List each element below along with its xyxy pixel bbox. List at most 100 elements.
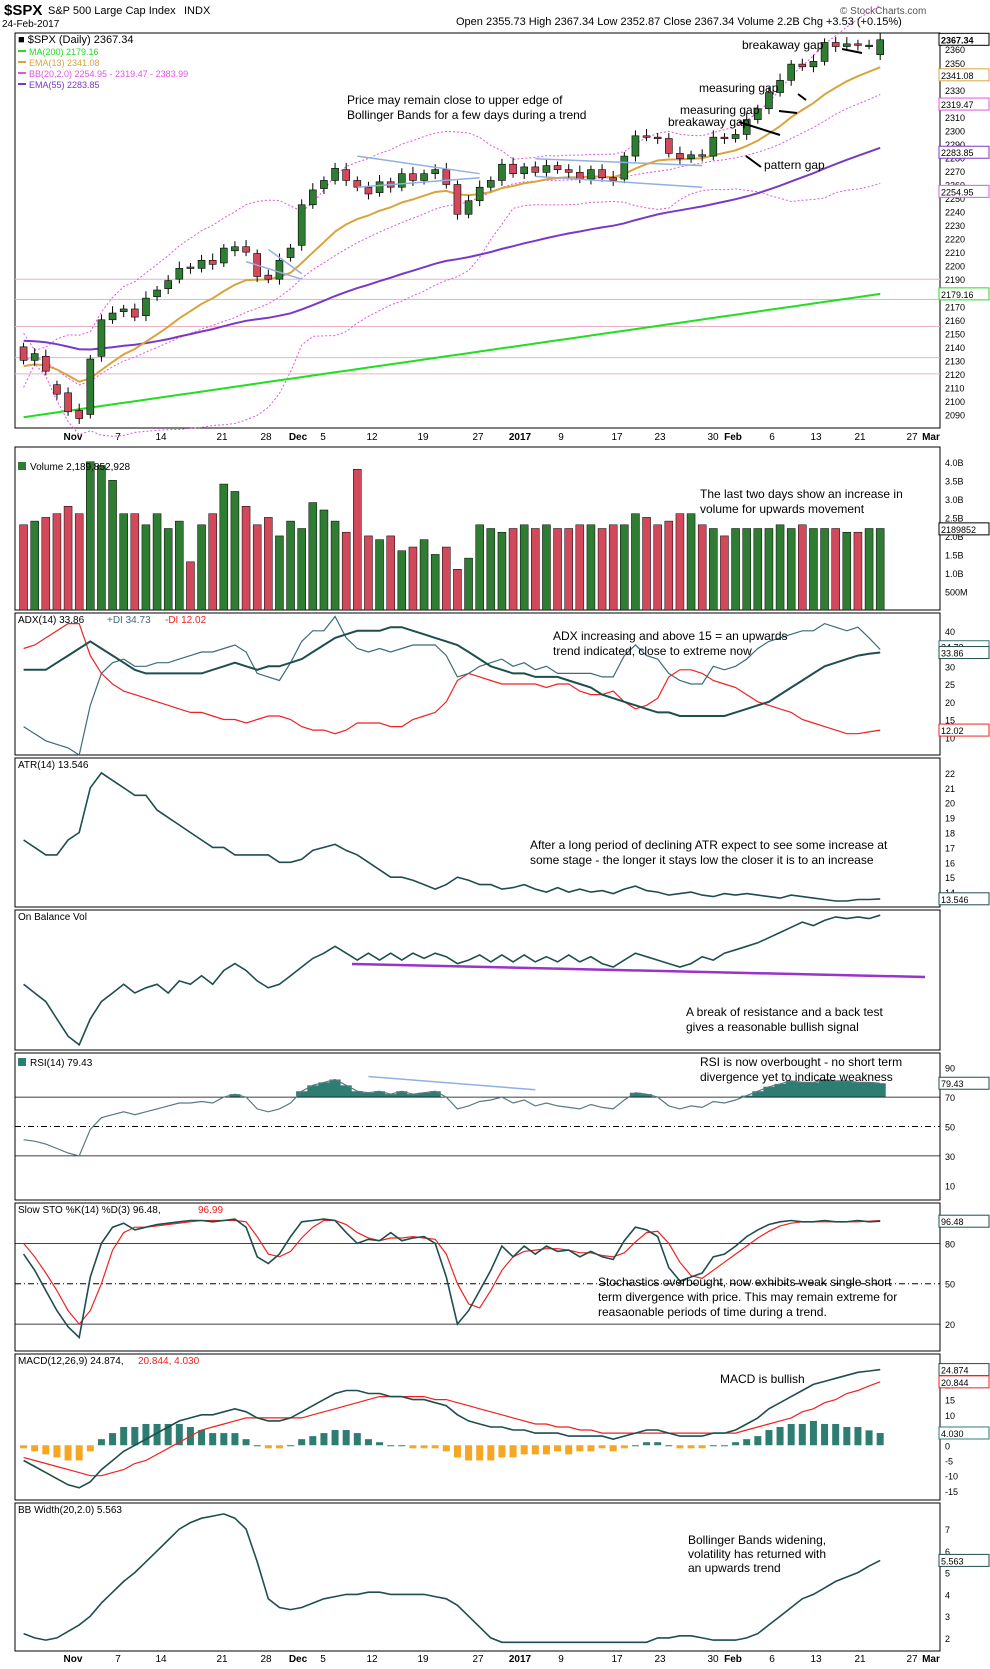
sto-value-box xyxy=(938,1214,990,1228)
macd-histogram-bar xyxy=(665,1445,673,1447)
volume-bar xyxy=(831,528,840,611)
macd-histogram-bar xyxy=(53,1445,61,1458)
volume-bar xyxy=(709,528,718,611)
candle-body xyxy=(598,169,606,179)
candle-body xyxy=(765,92,773,110)
macd-histogram-bar xyxy=(453,1445,461,1458)
volume-bar xyxy=(564,528,573,611)
rsi-axis-tick-label: 10 xyxy=(945,1181,955,1191)
price-axis-tick-label: 2190 xyxy=(945,275,965,285)
volume-bar xyxy=(252,524,262,611)
atr-axis-tick-label: 19 xyxy=(945,814,955,824)
measuring-gap-pointer-2 xyxy=(778,110,798,114)
adx-axis-tick-label: 25 xyxy=(945,680,955,690)
bbwidth-axis-tick-label: 6 xyxy=(945,1547,950,1557)
macd-histogram-bar xyxy=(531,1445,539,1455)
macd-histogram-bar xyxy=(287,1445,295,1447)
price-axis-tick-label: 2140 xyxy=(945,343,965,353)
volume-bar xyxy=(308,502,318,611)
adx-line xyxy=(23,626,881,717)
adx-axis-tick-label: 30 xyxy=(945,662,955,672)
macd-histogram-bar xyxy=(509,1445,517,1458)
price-axis-tick-label: 2270 xyxy=(945,167,965,177)
volume-bar xyxy=(230,491,240,611)
sto-k-line xyxy=(22,1218,881,1340)
volume-axis-tick-label: 3.0B xyxy=(945,495,964,505)
volume-bar xyxy=(197,524,206,611)
volume-bar xyxy=(820,528,829,611)
price-value-label: 2283.85 xyxy=(941,148,974,158)
pattern-gap-pointer xyxy=(745,155,762,168)
candle-body xyxy=(420,173,428,181)
macd-histogram-bar xyxy=(387,1445,395,1447)
candle-body xyxy=(442,169,451,185)
volume-bar xyxy=(608,524,618,611)
bbwidth-axis-tick-label: 3 xyxy=(945,1612,950,1622)
atr-axis-tick-label: 20 xyxy=(945,799,955,809)
candle-body xyxy=(509,163,517,174)
rsi-value: 79.43 xyxy=(941,1079,964,1089)
price-axis-tick-label: 2290 xyxy=(945,140,965,150)
bottom-date-axis-label: 27 xyxy=(472,1654,484,1664)
adx-note-line1: ADX increasing and above 15 = an upwards xyxy=(553,629,788,643)
bbwidth-panel-frame xyxy=(14,1502,941,1652)
volume-bar xyxy=(453,569,462,611)
bollinger-note-line2: Bollinger Bands for a few days during a … xyxy=(347,108,586,122)
volume-bar xyxy=(475,524,484,611)
price-value-box xyxy=(938,184,990,198)
macd-histogram-bar xyxy=(565,1445,573,1455)
atr-value-box xyxy=(938,892,990,906)
macd-histogram-bar xyxy=(242,1439,250,1446)
volume-bar xyxy=(74,513,84,611)
macd-histogram-bar xyxy=(598,1445,606,1449)
date-axis-label: Feb xyxy=(724,432,742,443)
date-axis-label: 27 xyxy=(472,432,484,443)
price-axis-tick-label: 2120 xyxy=(945,370,965,380)
breakaway-gap-label: breakaway gap xyxy=(742,38,824,52)
volume-bar xyxy=(19,524,28,611)
candle-body xyxy=(108,312,117,321)
sto-legend: Slow STO %K(14) %D(3) 96.48, xyxy=(18,1205,161,1216)
volume-legend-swatch xyxy=(18,462,26,470)
macd-histogram-bar xyxy=(520,1445,528,1455)
date-axis-label: 27 xyxy=(906,432,918,443)
volume-bar xyxy=(152,513,162,611)
volume-bar xyxy=(264,517,273,611)
candle-body xyxy=(631,135,640,157)
price-axis-tick-label: 2250 xyxy=(945,194,965,204)
volume-bar xyxy=(30,520,39,611)
macd-histogram-bar xyxy=(364,1439,372,1446)
candle-body xyxy=(531,166,540,173)
plus-di-legend: +DI 34.73 xyxy=(107,615,151,626)
volume-bar xyxy=(364,535,373,611)
sto-note-line1: Stochastics overbought, now exhibits wea… xyxy=(598,1275,892,1289)
macd-histogram-bar xyxy=(353,1433,361,1446)
volume-bar xyxy=(519,524,529,611)
breakaway-gap-pointer-2 xyxy=(738,121,781,136)
bottom-date-axis-label: 14 xyxy=(155,1654,167,1664)
volume-bar xyxy=(408,546,418,611)
candle-body xyxy=(609,177,617,181)
volume-bar xyxy=(664,520,674,611)
volume-bar xyxy=(397,550,407,611)
candle-body xyxy=(498,163,506,181)
bbwidth-axis-tick-label: 2 xyxy=(945,1634,950,1644)
macd-histogram-bar xyxy=(698,1445,706,1449)
candle-body xyxy=(309,189,317,206)
bollinger-lower-line xyxy=(23,183,881,437)
rsi-axis-tick-label: 50 xyxy=(945,1123,955,1133)
minus-di-legend: -DI 12.02 xyxy=(165,615,207,626)
rsi-note-line2: divergence yet to indicate weakness xyxy=(700,1070,893,1084)
candle-body xyxy=(731,134,740,139)
macd-histogram-bar xyxy=(542,1445,550,1455)
chart-exchange: INDX xyxy=(184,5,211,17)
bollinger-note-line1: Price may remain close to upper edge of xyxy=(347,93,563,107)
price-legend-item: BB(20,2.0) 2254.95 - 2319.47 - 2383.99 xyxy=(29,69,188,79)
candle-body xyxy=(353,180,362,188)
price-axis-tick-label: 2230 xyxy=(945,221,965,231)
candle-body xyxy=(475,186,484,202)
volume-bar xyxy=(809,528,818,611)
macd-histogram-bar xyxy=(376,1442,384,1446)
macd-histogram-bar xyxy=(109,1433,117,1446)
pattern-trendline xyxy=(245,260,302,280)
